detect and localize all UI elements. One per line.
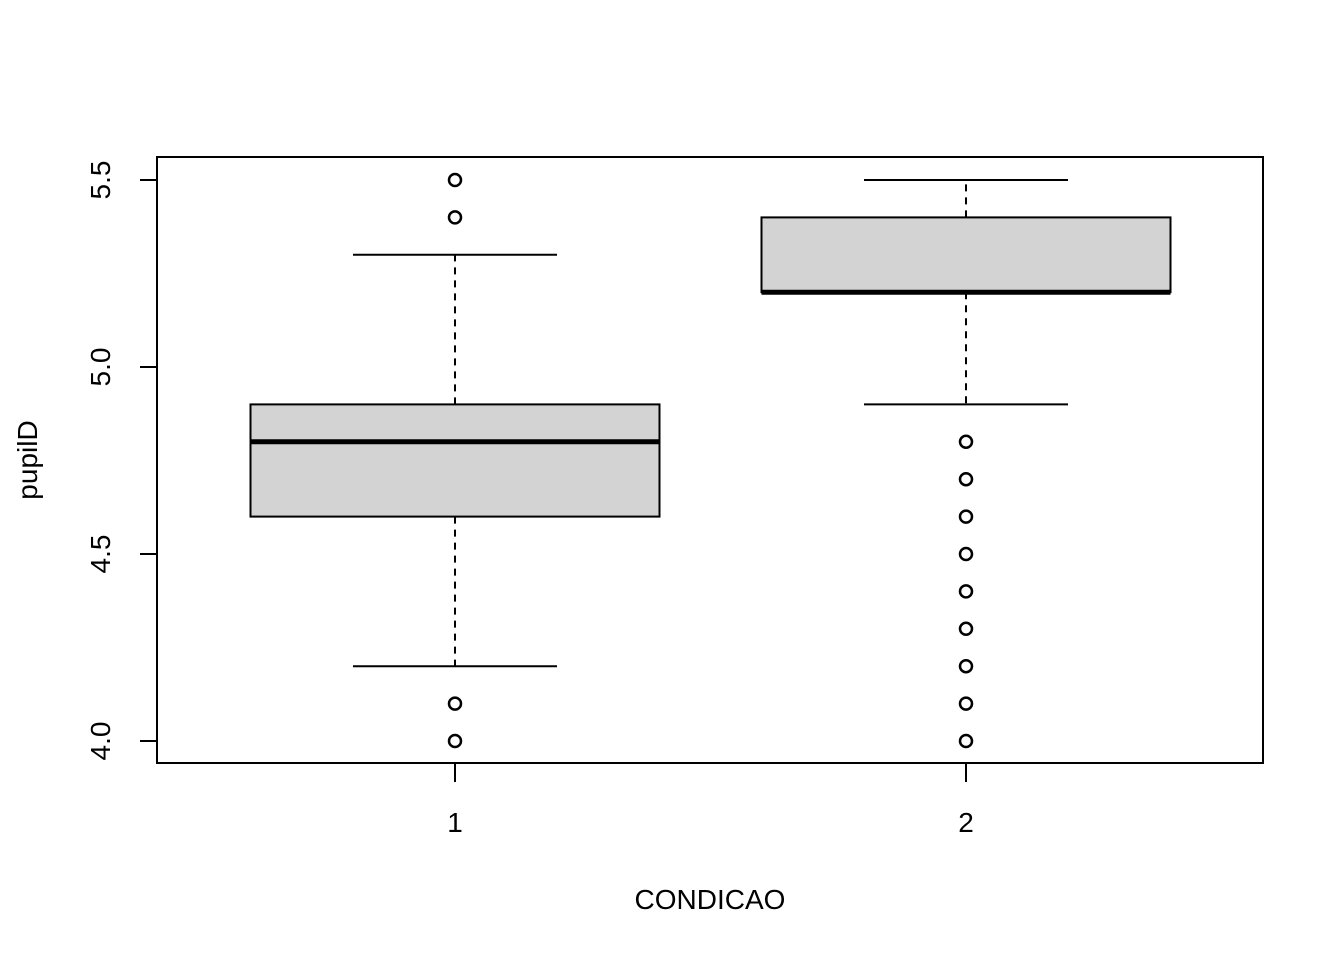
iqr-box bbox=[249, 403, 661, 518]
x-tick-label: 1 bbox=[447, 807, 463, 838]
x-axis-title: CONDICAO bbox=[635, 884, 786, 915]
x-tick-label: 2 bbox=[958, 807, 974, 838]
outlier-point bbox=[958, 434, 974, 450]
box-group-1 bbox=[249, 172, 661, 749]
outlier-point bbox=[958, 584, 974, 599]
outlier-point bbox=[958, 621, 974, 637]
outlier-point bbox=[447, 210, 463, 225]
y-tick-label: 5.5 bbox=[85, 161, 116, 200]
y-tick-label: 4.5 bbox=[85, 535, 116, 574]
outlier-point bbox=[958, 696, 974, 711]
outlier-point bbox=[958, 658, 974, 674]
outlier-point bbox=[958, 546, 974, 562]
box-group-2 bbox=[760, 179, 1172, 749]
y-tick-label: 4.0 bbox=[85, 722, 116, 761]
outlier-point bbox=[958, 509, 974, 524]
y-tick-label: 5.0 bbox=[85, 348, 116, 387]
outlier-point bbox=[958, 471, 974, 487]
outlier-point bbox=[447, 172, 463, 188]
iqr-box bbox=[760, 216, 1172, 294]
outlier-point bbox=[447, 733, 463, 749]
outlier-point bbox=[958, 733, 974, 749]
outlier-point bbox=[447, 696, 463, 711]
y-axis-title: pupilD bbox=[12, 420, 43, 499]
